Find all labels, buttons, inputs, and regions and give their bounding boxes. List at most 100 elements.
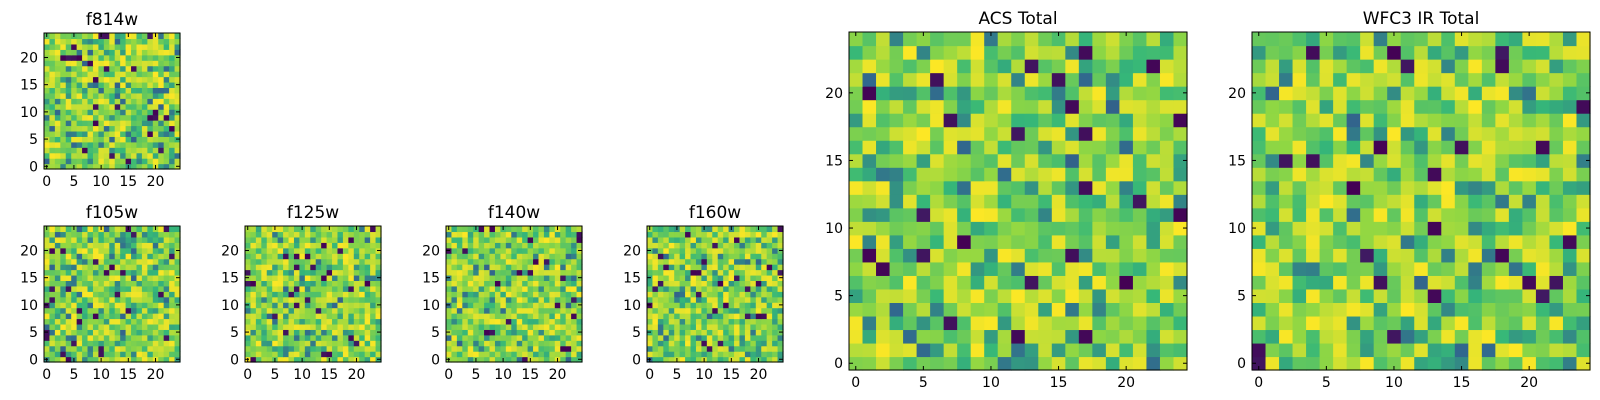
heatmap-cell xyxy=(136,65,143,72)
heatmap-cell xyxy=(1576,275,1591,290)
heatmap-cell xyxy=(543,345,550,352)
heatmap-cell xyxy=(1333,221,1348,236)
heatmap-cell xyxy=(163,356,170,363)
heatmap-cell xyxy=(657,285,664,292)
heatmap-cell xyxy=(326,274,333,281)
heatmap-cell xyxy=(744,334,751,341)
heatmap-cell xyxy=(1292,329,1307,344)
heatmap-cell xyxy=(131,54,138,61)
heatmap-cell xyxy=(549,291,556,298)
heatmap-cell xyxy=(500,231,507,238)
heatmap-cell xyxy=(734,323,741,330)
heatmap-cell xyxy=(777,313,784,320)
heatmap-cell xyxy=(543,280,550,287)
heatmap-cell xyxy=(1265,248,1280,263)
heatmap-cell xyxy=(723,269,730,276)
heatmap-cell xyxy=(554,296,561,303)
heatmap-cell xyxy=(1495,194,1510,209)
heatmap-cell xyxy=(565,340,572,347)
heatmap-cell xyxy=(141,125,148,132)
heatmap-cell xyxy=(1427,194,1442,209)
heatmap-cell xyxy=(1252,140,1267,155)
heatmap-cell xyxy=(679,334,686,341)
heatmap-cell xyxy=(1024,329,1039,344)
heatmap-cell xyxy=(103,231,110,238)
heatmap-cell xyxy=(283,313,290,320)
heatmap-cell xyxy=(766,236,773,243)
heatmap-cell xyxy=(120,43,127,50)
heatmap-cell xyxy=(717,258,724,265)
heatmap-cell xyxy=(82,43,89,50)
heatmap-cell xyxy=(1024,342,1039,358)
heatmap-cell xyxy=(1265,153,1280,168)
heatmap-cell xyxy=(766,258,773,265)
heatmap-cell xyxy=(169,114,176,121)
heatmap-cell xyxy=(44,269,51,276)
heatmap-cell xyxy=(970,194,985,209)
heatmap-cell xyxy=(1454,140,1469,155)
heatmap-cell xyxy=(98,109,105,116)
heatmap-cell xyxy=(1441,86,1456,101)
heatmap-cell xyxy=(652,226,659,233)
heatmap-cell xyxy=(1319,167,1334,182)
heatmap-cell xyxy=(174,323,181,330)
heatmap-cell xyxy=(984,140,999,155)
heatmap-cell xyxy=(163,296,170,303)
heatmap-cell xyxy=(87,54,94,61)
heatmap-cell xyxy=(65,269,72,276)
heatmap-cell xyxy=(1065,234,1080,249)
heatmap-cell xyxy=(288,323,295,330)
heatmap-cell xyxy=(1306,59,1321,74)
heatmap-cell xyxy=(862,288,877,303)
heatmap-cell xyxy=(125,71,132,78)
heatmap-cell xyxy=(571,253,578,260)
heatmap-cell xyxy=(862,59,877,74)
heatmap-cell xyxy=(109,81,116,88)
heatmap-cell xyxy=(87,109,94,116)
heatmap-cell xyxy=(478,351,485,358)
heatmap-cell xyxy=(916,194,931,209)
heatmap-cell xyxy=(889,207,904,222)
heatmap-cell xyxy=(109,274,116,281)
heatmap-cell xyxy=(1159,86,1175,101)
heatmap-cell xyxy=(109,136,116,143)
y-tick-label: 20 xyxy=(623,243,641,259)
heatmap-cell xyxy=(342,313,349,320)
heatmap-cell xyxy=(679,253,686,260)
heatmap-cell xyxy=(484,274,491,281)
heatmap-cell xyxy=(527,302,534,309)
heatmap-cell xyxy=(565,269,572,276)
heatmap-cell xyxy=(103,285,110,292)
heatmap-cell xyxy=(288,329,295,336)
heatmap-cell xyxy=(1146,99,1161,114)
heatmap-cell xyxy=(862,126,877,141)
heatmap-cell xyxy=(147,296,154,303)
heatmap-cell xyxy=(1549,126,1564,141)
heatmap-cell xyxy=(1535,153,1551,168)
heatmap-cell xyxy=(152,109,159,116)
heatmap-cell xyxy=(511,247,518,254)
heatmap-cell xyxy=(1173,140,1188,155)
heatmap-cell xyxy=(772,264,779,271)
heatmap-cell xyxy=(125,49,132,56)
y-tick-label: 10 xyxy=(1228,221,1246,237)
heatmap-cell xyxy=(147,242,154,249)
heatmap-cell xyxy=(456,307,463,314)
heatmap-cell xyxy=(310,296,317,303)
heatmap-cell xyxy=(543,258,550,265)
heatmap-cell xyxy=(1387,261,1402,276)
heatmap-cell xyxy=(304,242,311,249)
heatmap-cell xyxy=(152,120,159,127)
heatmap-cell xyxy=(761,264,768,271)
heatmap-cell xyxy=(71,43,78,50)
heatmap-cell xyxy=(1508,180,1523,195)
heatmap-cell xyxy=(103,136,110,143)
heatmap-cell xyxy=(712,236,719,243)
heatmap-cell xyxy=(92,356,99,363)
heatmap-cell xyxy=(158,258,165,265)
heatmap-cell xyxy=(1105,72,1120,87)
heatmap-cell xyxy=(701,291,708,298)
heatmap-cell xyxy=(359,318,366,325)
heatmap-cell xyxy=(739,285,746,292)
heatmap-cells xyxy=(849,32,1188,371)
